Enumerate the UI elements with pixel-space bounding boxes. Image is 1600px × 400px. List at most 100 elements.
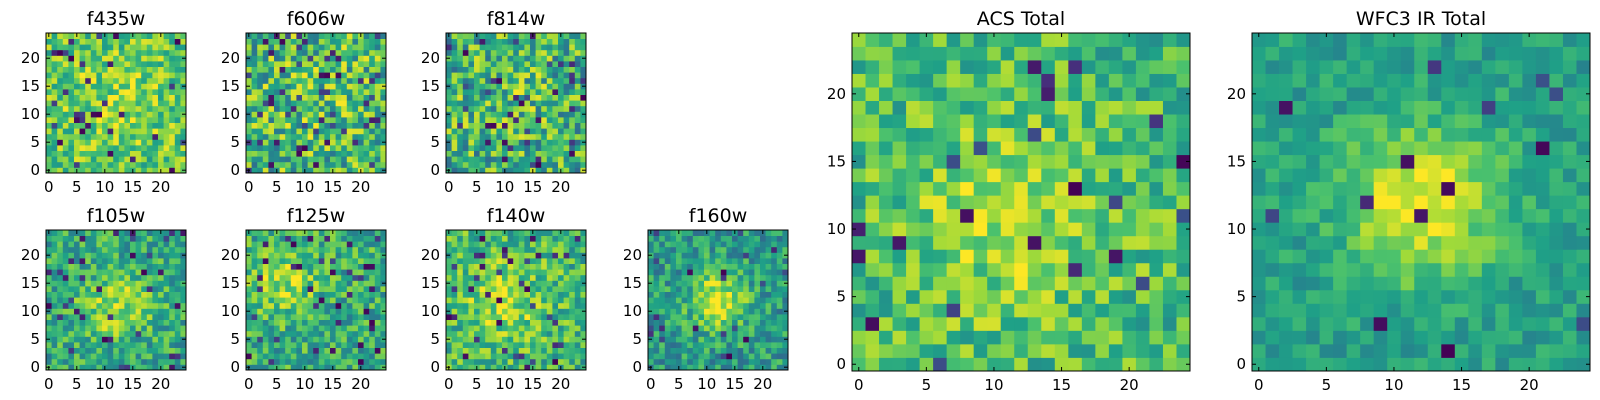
heatmap-cell bbox=[290, 252, 297, 259]
heatmap-cell bbox=[748, 347, 755, 354]
heatmap-cell bbox=[318, 94, 325, 101]
heatmap-cell bbox=[141, 358, 148, 365]
heatmap-cell bbox=[279, 66, 286, 73]
heatmap-cell bbox=[1162, 181, 1177, 196]
heatmap-cell bbox=[268, 122, 275, 129]
heatmap-cell bbox=[726, 258, 733, 264]
heatmap-cell bbox=[524, 258, 531, 264]
heatmap-cell bbox=[1041, 262, 1056, 277]
heatmap-cell bbox=[462, 33, 469, 39]
heatmap-cell bbox=[513, 330, 520, 337]
heatmap-cell bbox=[580, 263, 587, 270]
heatmap-cell bbox=[569, 38, 576, 45]
heatmap-cell bbox=[496, 358, 503, 365]
heatmap-cell bbox=[257, 246, 264, 253]
heatmap-cell bbox=[535, 156, 542, 163]
heatmap-cell bbox=[152, 145, 159, 151]
heatmap-cell bbox=[102, 72, 108, 79]
heatmap-cell bbox=[535, 297, 542, 304]
heatmap-cell bbox=[290, 49, 297, 56]
heatmap-cell bbox=[507, 314, 514, 320]
heatmap-cell bbox=[490, 358, 497, 365]
heatmap-cell bbox=[68, 291, 75, 298]
heatmap-cell bbox=[246, 269, 252, 276]
heatmap-cell bbox=[468, 150, 475, 157]
heatmap-cell bbox=[124, 330, 131, 337]
heatmap-cell bbox=[569, 139, 576, 146]
heatmap-cell bbox=[96, 61, 103, 67]
heatmap-cell bbox=[113, 280, 120, 287]
heatmap-cell bbox=[782, 347, 789, 354]
heatmap-cell bbox=[720, 308, 727, 315]
heatmap-cell bbox=[704, 246, 710, 253]
heatmap-cell bbox=[513, 263, 520, 270]
heatmap-cell bbox=[664, 325, 671, 332]
heatmap-cell bbox=[330, 308, 336, 315]
heatmap-cell bbox=[330, 105, 336, 112]
heatmap-cell bbox=[1149, 222, 1164, 237]
heatmap-cell bbox=[782, 286, 789, 292]
heatmap-cell bbox=[490, 325, 497, 332]
heatmap-cell bbox=[251, 241, 258, 248]
heatmap-cell bbox=[374, 33, 381, 39]
heatmap-cell bbox=[692, 314, 699, 320]
x-tick-label: 0 bbox=[244, 375, 254, 393]
heatmap-cell bbox=[490, 77, 497, 84]
heatmap-cell bbox=[118, 38, 125, 45]
heatmap-cell bbox=[1162, 316, 1177, 331]
heatmap-cell bbox=[85, 66, 92, 73]
heatmap-cell bbox=[363, 342, 370, 348]
heatmap-cell bbox=[341, 77, 348, 84]
heatmap-cell bbox=[518, 150, 525, 157]
heatmap-cell bbox=[546, 353, 553, 360]
heatmap-cell bbox=[374, 133, 381, 140]
heatmap-cell bbox=[358, 61, 364, 67]
x-tick-label: 15 bbox=[323, 178, 342, 196]
heatmap-cell bbox=[552, 258, 559, 264]
heatmap-cell bbox=[46, 358, 52, 365]
heatmap-cell bbox=[274, 241, 280, 248]
heatmap-cell bbox=[720, 274, 727, 281]
heatmap-cell bbox=[302, 156, 308, 163]
heatmap-cell bbox=[574, 77, 581, 84]
heatmap-cell bbox=[285, 161, 292, 168]
heatmap-cell bbox=[262, 122, 269, 129]
heatmap-cell bbox=[698, 358, 705, 365]
heatmap-cell bbox=[285, 89, 292, 95]
heatmap-cell bbox=[346, 89, 353, 95]
heatmap-cell bbox=[79, 286, 86, 292]
heatmap-cell bbox=[163, 353, 170, 360]
heatmap-cell bbox=[574, 111, 581, 118]
heatmap-cell bbox=[451, 246, 458, 253]
heatmap-cell bbox=[180, 38, 187, 45]
heatmap-cell bbox=[174, 83, 181, 90]
x-tick-label: 20 bbox=[551, 178, 570, 196]
heatmap-cell bbox=[513, 111, 520, 118]
heatmap-cell bbox=[552, 117, 559, 123]
heatmap-cell bbox=[1014, 195, 1029, 210]
heatmap-cell bbox=[113, 302, 120, 309]
axes-frame bbox=[45, 32, 187, 174]
heatmap-cell bbox=[681, 336, 688, 343]
heatmap-cell bbox=[124, 122, 131, 129]
heatmap-cell bbox=[676, 269, 682, 276]
heatmap-cell bbox=[552, 269, 559, 276]
heatmap-cell bbox=[262, 66, 269, 73]
heatmap-cell bbox=[468, 161, 475, 168]
heatmap-cell bbox=[46, 38, 52, 45]
x-tick-label: 5 bbox=[472, 178, 482, 196]
heatmap-cell bbox=[57, 66, 64, 73]
heatmap-cell bbox=[62, 342, 69, 348]
heatmap-cell bbox=[279, 347, 286, 354]
heatmap-cell bbox=[648, 347, 654, 354]
heatmap-cell bbox=[363, 330, 370, 337]
heatmap-cell bbox=[687, 274, 694, 281]
heatmap-cell bbox=[704, 286, 710, 292]
heatmap-cell bbox=[135, 258, 142, 264]
heatmap-cell bbox=[68, 94, 75, 101]
heatmap-cell bbox=[302, 128, 308, 135]
heatmap-cell bbox=[279, 111, 286, 118]
heatmap-cell bbox=[318, 161, 325, 168]
heatmap-cell bbox=[335, 274, 342, 281]
heatmap-cell bbox=[135, 145, 142, 151]
